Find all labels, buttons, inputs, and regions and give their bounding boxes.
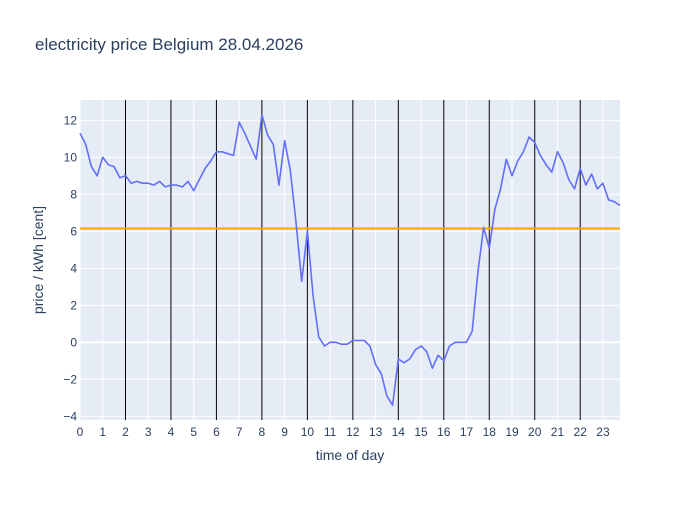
x-tick-label: 0 — [77, 425, 84, 439]
x-tick-label: 18 — [483, 425, 497, 439]
y-tick-label: 0 — [70, 335, 77, 349]
x-tick-label: 10 — [301, 425, 315, 439]
y-tick-label: 2 — [70, 298, 77, 312]
x-tick-label: 8 — [259, 425, 266, 439]
x-tick-label: 20 — [528, 425, 542, 439]
y-tick-labels: −4 −2 0 2 4 6 8 10 12 — [63, 113, 77, 423]
x-tick-label: 11 — [324, 425, 337, 439]
series-layer[interactable] — [79, 114, 621, 407]
x-tick-label: 5 — [190, 425, 197, 439]
x-tick-label: 19 — [505, 425, 519, 439]
vertical-marker-lines — [124, 100, 581, 420]
plot-area — [80, 100, 620, 420]
y-tick-label: −2 — [63, 372, 77, 386]
x-tick-label: 17 — [460, 425, 474, 439]
x-tick-label: 14 — [392, 425, 406, 439]
y-tick-label: −4 — [63, 409, 77, 423]
y-tick-label: 10 — [64, 150, 78, 164]
x-tick-label: 1 — [99, 425, 106, 439]
y-tick-label: 6 — [70, 224, 77, 238]
y-tick-label: 4 — [70, 261, 77, 275]
x-tick-label: 2 — [122, 425, 129, 439]
x-tick-label: 21 — [551, 425, 565, 439]
x-tick-label: 16 — [437, 425, 451, 439]
x-axis-label: time of day — [316, 447, 384, 463]
x-tick-label: 3 — [145, 425, 152, 439]
x-tick-label: 4 — [168, 425, 175, 439]
y-tick-label: 8 — [70, 187, 77, 201]
x-tick-label: 22 — [574, 425, 588, 439]
price-series-line[interactable] — [79, 114, 621, 407]
x-tick-label: 23 — [596, 425, 610, 439]
x-tick-label: 15 — [414, 425, 428, 439]
y-tick-label: 12 — [64, 113, 78, 127]
x-tick-label: 9 — [281, 425, 288, 439]
chart-title: electricity price Belgium 28.04.2026 — [35, 35, 303, 54]
y-axis-label: price / kWh [cent] — [30, 206, 46, 314]
x-tick-label: 6 — [213, 425, 220, 439]
x-tick-label: 13 — [369, 425, 383, 439]
x-tick-label: 7 — [236, 425, 243, 439]
x-tick-label: 12 — [346, 425, 360, 439]
x-tick-labels: 0 1 2 3 4 5 6 7 8 9 10 11 12 13 14 15 16 17 18 19 20 21 22 23 — [77, 425, 610, 439]
